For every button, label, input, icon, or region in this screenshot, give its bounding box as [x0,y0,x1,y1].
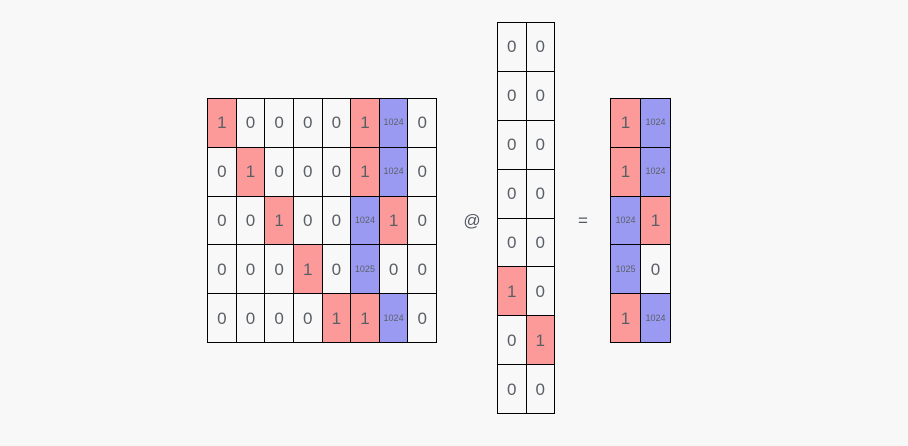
left-matrix-cell: 0 [293,147,323,197]
result-matrix-cell: 1025 [611,245,641,295]
left-matrix-cell: 1 [208,99,237,148]
result-matrix-cell: 1024 [611,196,641,246]
left-matrix: 1 0 0 0 0 1 1024 0 0 1 0 0 0 1 1024 0 0 0 1 0 0 1024 1 0 0 0 0 1 0 10… [207,98,437,343]
result-matrix-cell: 1 [641,196,671,246]
left-matrix-cell: 0 [265,245,294,295]
middle-matrix-cell: 1 [498,267,527,317]
left-matrix-cell: 0 [408,147,437,197]
middle-matrix-cell: 0 [498,365,527,414]
middle-matrix-cell: 0 [526,365,555,414]
left-matrix-cell: 0 [322,245,352,295]
left-matrix-cell: 1 [265,196,294,246]
middle-matrix-cell: 0 [498,218,527,268]
middle-matrix-cell: 0 [526,71,555,121]
left-matrix-cell: 1 [379,196,409,246]
left-matrix-cell: 1 [351,294,380,343]
left-matrix-cell: 0 [293,196,323,246]
middle-matrix-cell: 0 [498,316,527,366]
matmul-operator: @ [463,211,481,230]
left-matrix-cell: 0 [322,99,352,148]
left-matrix-cell: 1024 [379,99,409,148]
left-matrix-cell: 0 [379,245,409,295]
left-matrix-cell: 0 [208,147,237,197]
left-matrix-cell: 0 [236,99,266,148]
left-matrix-cell: 1 [322,294,352,343]
left-matrix-cell: 0 [408,294,437,343]
middle-matrix-cell: 0 [498,71,527,121]
left-matrix-cell: 0 [265,294,294,343]
middle-matrix-cell: 0 [526,120,555,170]
result-matrix: 1 1024 1 1024 1024 1 1025 0 1 1024 [610,98,671,343]
result-matrix-cell: 1024 [641,147,671,197]
left-matrix-cell: 1 [293,245,323,295]
left-matrix-cell: 1 [351,147,380,197]
left-matrix-cell: 1024 [379,147,409,197]
left-matrix-cell: 1 [236,147,266,197]
left-matrix-cell: 0 [208,196,237,246]
left-matrix-cell: 0 [293,99,323,148]
middle-matrix-cell: 0 [526,23,555,72]
equals-operator: = [578,211,588,230]
left-matrix-cell: 0 [408,245,437,295]
left-matrix-cell: 0 [322,196,352,246]
left-matrix-cell: 0 [265,147,294,197]
result-matrix-cell: 1 [611,147,641,197]
middle-matrix-cell: 0 [498,23,527,72]
middle-matrix-cell: 0 [498,120,527,170]
left-matrix-cell: 1024 [379,294,409,343]
middle-matrix-cell: 0 [526,169,555,219]
left-matrix-cell: 0 [236,196,266,246]
middle-matrix-cell: 0 [526,267,555,317]
left-matrix-cell: 0 [408,196,437,246]
middle-matrix-cell: 1 [526,316,555,366]
left-matrix-cell: 1 [351,99,380,148]
middle-matrix-cell: 0 [526,218,555,268]
middle-matrix-cell: 0 [498,169,527,219]
left-matrix-cell: 0 [236,245,266,295]
result-matrix-cell: 1 [611,99,641,148]
result-matrix-cell: 1024 [641,294,671,343]
result-matrix-cell: 1024 [641,99,671,148]
left-matrix-cell: 1025 [351,245,380,295]
left-matrix-cell: 0 [208,245,237,295]
left-matrix-cell: 0 [265,99,294,148]
left-matrix-cell: 0 [408,99,437,148]
left-matrix-cell: 0 [293,294,323,343]
left-matrix-cell: 0 [208,294,237,343]
left-matrix-cell: 0 [322,147,352,197]
result-matrix-cell: 0 [641,245,671,295]
result-matrix-cell: 1 [611,294,641,343]
left-matrix-cell: 1024 [351,196,380,246]
left-matrix-cell: 0 [236,294,266,343]
